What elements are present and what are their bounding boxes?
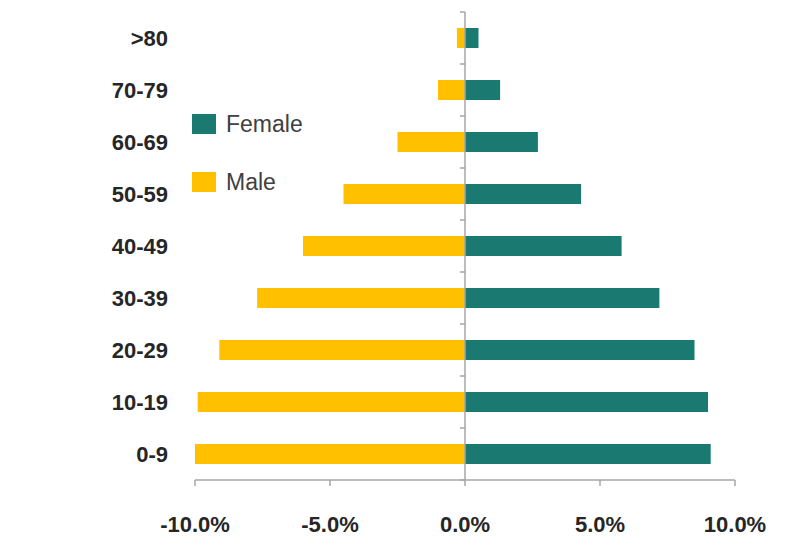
- bars: [195, 28, 711, 464]
- bar: [465, 184, 581, 204]
- category-label: 60-69: [112, 130, 168, 155]
- chart-container: 0-9 10-19 20-29 30-39 40-49 50-59 60-69 70-79 >8…: [0, 0, 800, 551]
- category-tick: [460, 271, 465, 273]
- category-label: 0-9: [136, 442, 168, 467]
- x-tick-label: 0.0%: [440, 512, 490, 537]
- category-label: 50-59: [112, 182, 168, 207]
- category-tick: [460, 11, 465, 13]
- x-tick-label: -5.0%: [301, 512, 358, 537]
- category-label: 70-79: [112, 78, 168, 103]
- bar: [465, 236, 622, 256]
- bar: [303, 236, 465, 256]
- legend-swatch: [192, 172, 216, 192]
- bar: [438, 80, 465, 100]
- chart: 0-9 10-19 20-29 30-39 40-49 50-59 60-69 70-79 >8…: [0, 0, 800, 551]
- bar: [398, 132, 466, 152]
- category-tick: [460, 115, 465, 117]
- y-axis-line: [464, 12, 466, 480]
- category-label: 30-39: [112, 286, 168, 311]
- bar: [195, 444, 465, 464]
- bar: [465, 444, 711, 464]
- legend: Female Male: [192, 111, 303, 195]
- category-label: >80: [131, 26, 168, 51]
- legend-label: Female: [226, 111, 303, 137]
- bar: [465, 132, 538, 152]
- category-label: 40-49: [112, 234, 168, 259]
- bar: [198, 392, 465, 412]
- bar: [465, 28, 479, 48]
- category-tick: [460, 427, 465, 429]
- bar: [465, 340, 695, 360]
- category-tick: [460, 219, 465, 221]
- category-label: 10-19: [112, 390, 168, 415]
- legend-swatch: [192, 114, 216, 134]
- x-tick: [599, 480, 601, 486]
- legend-label: Male: [226, 169, 276, 195]
- category-label: 20-29: [112, 338, 168, 363]
- x-tick: [329, 480, 331, 486]
- category-tick: [460, 167, 465, 169]
- bar: [219, 340, 465, 360]
- bar: [457, 28, 465, 48]
- category-tick: [460, 323, 465, 325]
- category-tick: [460, 63, 465, 65]
- x-tick: [464, 480, 466, 486]
- bar: [465, 392, 708, 412]
- x-tick-label: 10.0%: [704, 512, 766, 537]
- category-tick: [460, 375, 465, 377]
- bar: [465, 288, 659, 308]
- bar: [344, 184, 466, 204]
- x-tick: [194, 480, 196, 486]
- x-tick-label: 5.0%: [575, 512, 625, 537]
- bar: [257, 288, 465, 308]
- x-tick: [734, 480, 736, 486]
- x-tick-label: -10.0%: [160, 512, 230, 537]
- bar: [465, 80, 500, 100]
